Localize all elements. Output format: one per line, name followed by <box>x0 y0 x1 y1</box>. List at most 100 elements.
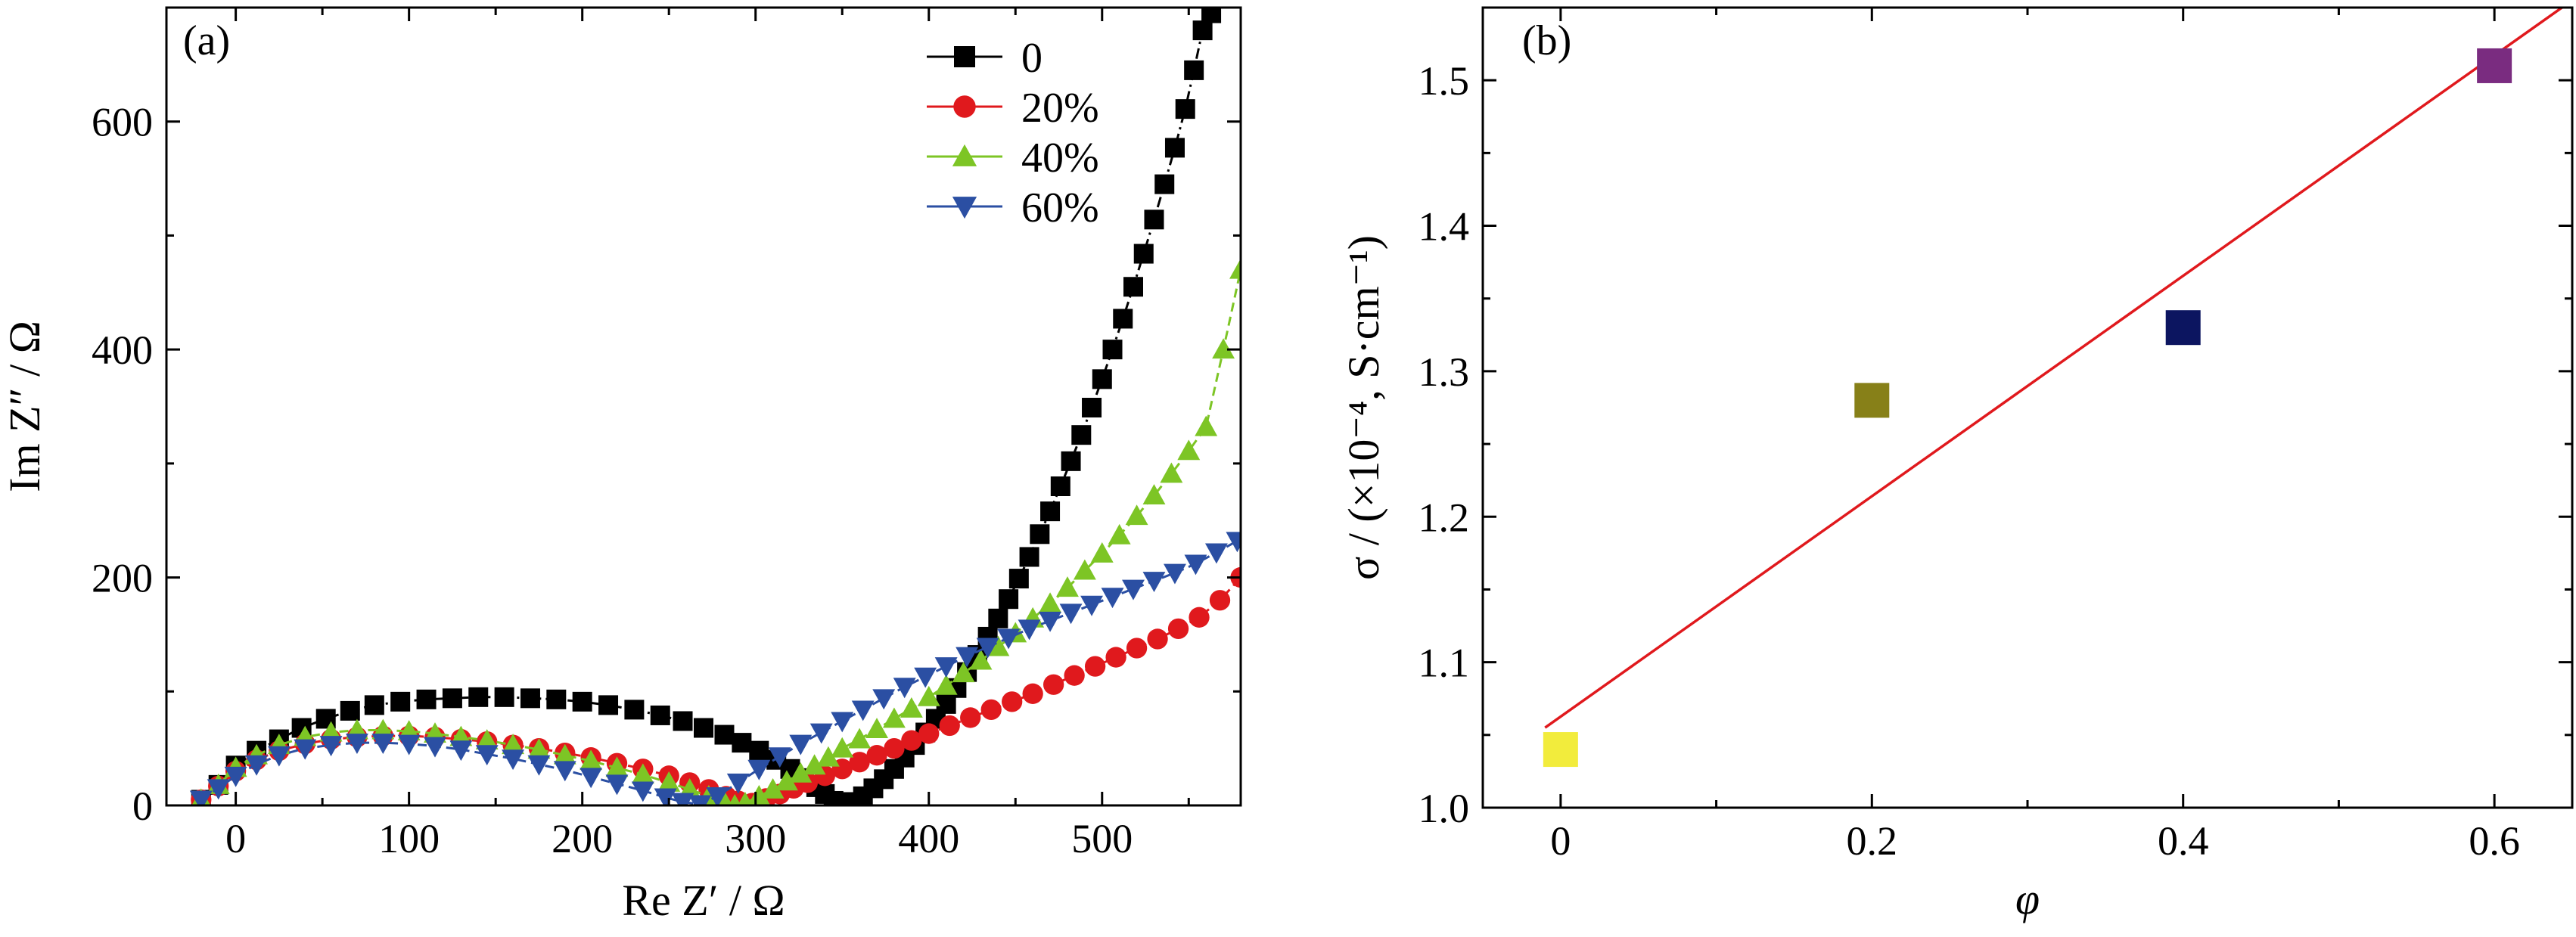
series-1-point <box>1209 590 1231 611</box>
series-2-point <box>848 728 872 749</box>
legend-label-2: 40% <box>1021 135 1099 182</box>
panel-b-frame <box>1481 6 2574 809</box>
series-0-point <box>1184 60 1204 80</box>
series-0-point <box>1144 209 1164 230</box>
series-0-point <box>1192 20 1213 41</box>
series-2-point <box>1212 338 1235 359</box>
x-tick-label: 0 <box>1550 818 1571 864</box>
series-2-point <box>775 770 798 791</box>
series-2-point <box>987 635 1010 656</box>
series-0-point <box>732 733 752 753</box>
series-0-point <box>624 700 645 720</box>
series-0-point <box>1164 138 1185 158</box>
series-1-point <box>1022 683 1043 704</box>
series-0-point <box>1061 451 1081 471</box>
series-2-point <box>934 674 958 695</box>
series-3-point <box>934 657 958 678</box>
y-tick-label: 0 <box>132 783 153 829</box>
series-0-point <box>494 687 514 707</box>
series-2-point <box>803 754 826 775</box>
series-3-point <box>345 734 368 755</box>
series-0-point <box>1175 99 1195 119</box>
series-0-point <box>988 608 1008 628</box>
series-0-point <box>364 695 384 715</box>
series-0-point <box>1071 425 1092 445</box>
series-2-point <box>761 777 785 799</box>
series-3-point <box>1018 619 1041 641</box>
series-3-point <box>789 734 813 755</box>
series-3-point <box>914 667 937 688</box>
series-0-point <box>1030 524 1050 545</box>
series-0-point <box>1113 309 1133 329</box>
x-axis-label: φ <box>2015 874 2040 923</box>
series-3-group <box>189 532 1241 805</box>
series-3-point <box>605 774 629 796</box>
series-3-point <box>502 749 525 771</box>
series-0-point <box>1201 8 1222 23</box>
series-0-point <box>1154 174 1175 194</box>
series-0-point <box>1019 547 1039 567</box>
panel-a-frame <box>165 6 1242 807</box>
series-2-point <box>900 697 923 718</box>
x-tick-label: 0.2 <box>1847 818 1898 864</box>
series-2-point <box>1039 592 1062 613</box>
series-3-point <box>1039 611 1062 632</box>
series-3-point <box>207 779 230 800</box>
series-0-point <box>1040 501 1061 522</box>
series-0-point <box>1050 476 1070 496</box>
y-axis-label: Im Z″ / Ω <box>0 321 49 492</box>
series-0-point <box>1092 369 1112 389</box>
series-2-point <box>1142 484 1166 505</box>
series-3-point <box>553 761 576 782</box>
y-tick-label: 1.0 <box>1419 786 1470 831</box>
x-axis-label: Re Z′ / Ω <box>622 876 785 925</box>
series-3-point <box>397 734 421 755</box>
series-3-point <box>976 638 999 659</box>
series-3-point <box>809 723 833 744</box>
fit-line <box>1544 8 2565 729</box>
y-tick-label: 1.3 <box>1419 349 1470 395</box>
series-2-point <box>747 784 771 805</box>
series-3-point <box>224 766 247 787</box>
series-1-point <box>1126 638 1148 659</box>
series-3-point <box>319 736 343 757</box>
series-2-point <box>969 649 993 670</box>
series-3-point <box>1101 588 1124 609</box>
series-3-point <box>1226 532 1241 553</box>
series-2-point <box>1195 415 1218 436</box>
series-2-point <box>728 794 741 805</box>
series-2-point <box>831 737 854 758</box>
series-0-point <box>390 691 411 712</box>
series-2-point <box>553 743 576 765</box>
series-0-point <box>468 687 489 707</box>
legend-label-0: 0 <box>1021 35 1043 82</box>
series-1-point <box>939 715 960 737</box>
series-0-point <box>442 688 462 709</box>
panel-b-plot-area <box>1543 8 2565 768</box>
series-3-point <box>1059 603 1083 625</box>
series-2-point <box>737 792 753 805</box>
series-3-point <box>1080 595 1103 616</box>
x-tick-label: 400 <box>898 816 959 861</box>
series-2-point <box>475 729 499 750</box>
series-3-point <box>1204 543 1228 564</box>
series-0-point <box>1133 244 1154 264</box>
series-0-point <box>598 695 619 715</box>
series-3-point <box>245 755 269 776</box>
x-tick-label: 200 <box>552 816 613 861</box>
series-3-point <box>688 795 712 805</box>
series-3-point <box>654 788 677 805</box>
series-3-point <box>1122 579 1145 600</box>
series-2-point <box>1108 523 1131 545</box>
series-1-point <box>901 730 922 751</box>
series-0-point <box>546 689 567 709</box>
legend-label-1: 20% <box>1021 85 1099 132</box>
series-3-point <box>1142 572 1166 593</box>
y-tick-label: 200 <box>92 556 153 601</box>
series-0-point <box>673 711 693 731</box>
series-3-point <box>294 739 317 760</box>
legend-marker-1 <box>953 95 976 118</box>
series-1-point <box>980 699 1002 721</box>
series-3-point <box>580 768 603 789</box>
